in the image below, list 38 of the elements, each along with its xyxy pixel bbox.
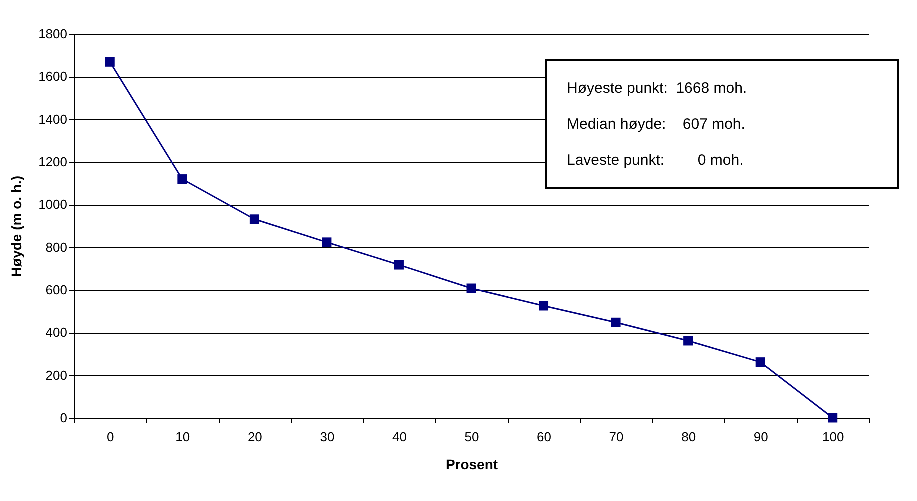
point — [466, 284, 476, 294]
x-tick-label: 20 — [248, 430, 262, 444]
point — [178, 174, 188, 184]
x-tick-label: 70 — [609, 430, 624, 444]
x-tick-label: 100 — [822, 430, 844, 444]
x-tick-label: 30 — [320, 430, 335, 444]
x-tick-label: 10 — [176, 430, 190, 444]
x-tick-label: 90 — [754, 430, 768, 444]
point — [828, 413, 838, 423]
y-tick-label: 1600 — [38, 69, 68, 84]
y-tick-label: 600 — [46, 282, 68, 298]
x-axis-title: Prosent — [446, 456, 498, 472]
point — [105, 57, 115, 67]
y-tick-label: 1800 — [38, 26, 68, 42]
y-tick-label: 0 — [60, 410, 68, 426]
point — [539, 301, 549, 311]
y-tick-label: 1000 — [38, 197, 68, 212]
y-tick-label: 400 — [46, 325, 68, 340]
point — [250, 214, 260, 224]
x-tick-label: 50 — [464, 430, 480, 444]
y-axis-title: Høyde (m o. h.) — [8, 176, 25, 278]
point — [394, 260, 404, 270]
y-tick-label: 1400 — [38, 112, 68, 127]
x-tick-label: 80 — [682, 430, 696, 444]
y-tick-label: 200 — [46, 368, 68, 383]
annotation: Laveste punkt: 0 moh. — [567, 151, 745, 171]
note-frame: Høyeste punkt: 1668 moh. Median høyde: 607 moh. Laveste punkt: 0 moh. — [545, 59, 899, 189]
annotation: Median høyde: 607 moh. — [567, 115, 746, 135]
x-tick-label: 0 — [107, 430, 114, 444]
x-tick-label: 60 — [537, 430, 552, 444]
y-tick-label: 800 — [46, 240, 68, 255]
point — [684, 336, 694, 346]
point — [756, 358, 766, 368]
y-tick-label: 1200 — [38, 154, 68, 170]
point — [322, 238, 332, 248]
annotation: Høyeste punkt: 1668 moh. — [567, 79, 748, 99]
point — [611, 318, 621, 328]
x-tick-label: 40 — [392, 430, 407, 444]
